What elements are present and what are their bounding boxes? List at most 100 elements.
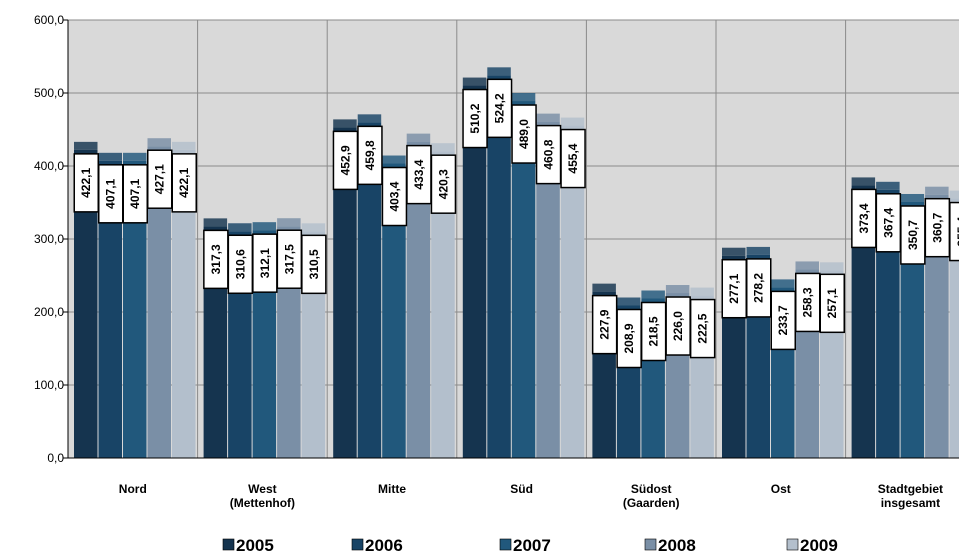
bar-top bbox=[252, 222, 277, 231]
bar-top bbox=[592, 283, 616, 292]
bar bbox=[949, 198, 959, 459]
bar bbox=[406, 141, 431, 459]
bar-top bbox=[357, 114, 382, 123]
bar bbox=[357, 122, 382, 458]
data-label-text: 407,1 bbox=[104, 178, 118, 208]
bar bbox=[925, 194, 949, 458]
data-label: 433,4 bbox=[406, 144, 432, 205]
bar-top bbox=[98, 152, 122, 161]
data-label: 427,1 bbox=[147, 149, 173, 209]
data-label-text: 317,5 bbox=[282, 244, 296, 274]
bar bbox=[431, 151, 455, 458]
x-tick-label: Stadtgebiet bbox=[878, 482, 943, 496]
bar-top bbox=[301, 223, 326, 232]
bar-top bbox=[382, 155, 406, 164]
bar-top bbox=[487, 67, 511, 76]
data-label-text: 278,2 bbox=[752, 273, 766, 303]
data-label: 422,1 bbox=[73, 153, 99, 213]
data-label: 227,9 bbox=[591, 294, 618, 355]
data-label-text: 422,1 bbox=[177, 168, 191, 198]
legend-item: 2005 bbox=[222, 536, 274, 553]
y-tick-label: 500,0 bbox=[34, 86, 64, 100]
bar-top bbox=[925, 186, 949, 195]
data-label-text: 373,4 bbox=[857, 203, 871, 233]
data-label-text: 360,7 bbox=[930, 212, 944, 242]
bar-top bbox=[851, 177, 876, 186]
data-label-text: 312,1 bbox=[258, 248, 272, 278]
data-label: 355,4 bbox=[949, 201, 959, 262]
bar bbox=[333, 127, 357, 459]
bar bbox=[147, 146, 171, 459]
bar-top bbox=[431, 143, 455, 152]
data-label-text: 420,3 bbox=[436, 169, 450, 199]
data-labels: 422,1 407,1 407,1 427,1 422,1 317,3 310,6 312,1… bbox=[73, 78, 959, 369]
data-label: 350,7 bbox=[900, 205, 926, 265]
data-label-text: 403,4 bbox=[387, 181, 401, 211]
legend-swatch bbox=[222, 538, 235, 551]
x-tick-label: (Gaarden) bbox=[623, 496, 680, 510]
legend-swatch bbox=[644, 538, 657, 551]
data-label-text: 222,5 bbox=[696, 313, 710, 343]
bar-top bbox=[616, 297, 641, 306]
bar-top bbox=[665, 285, 690, 294]
data-label-text: 459,8 bbox=[363, 140, 377, 170]
bar-top bbox=[820, 262, 844, 271]
data-label: 226,0 bbox=[665, 296, 691, 356]
x-tick-label: Ost bbox=[771, 482, 791, 496]
data-label-text: 226,0 bbox=[671, 311, 685, 341]
x-tick-label: Südost bbox=[631, 482, 672, 496]
bar-top bbox=[228, 223, 252, 232]
legend-item: 2008 bbox=[644, 536, 696, 553]
bar-top bbox=[511, 93, 536, 102]
data-label: 277,1 bbox=[721, 258, 747, 319]
data-label-text: 218,5 bbox=[647, 316, 661, 346]
data-label: 208,9 bbox=[616, 308, 642, 369]
data-label: 258,3 bbox=[795, 272, 821, 333]
legend: 2005 2006 2007 2008 2009 bbox=[222, 536, 838, 553]
data-label-text: 422,1 bbox=[79, 168, 93, 198]
data-label: 360,7 bbox=[924, 197, 951, 258]
data-label-text: 257,1 bbox=[825, 288, 839, 318]
bar bbox=[462, 85, 487, 458]
legend-label: 2008 bbox=[658, 536, 696, 553]
data-label-text: 208,9 bbox=[622, 323, 636, 353]
data-label: 407,1 bbox=[122, 164, 148, 224]
data-label: 489,0 bbox=[511, 104, 537, 164]
data-label: 452,9 bbox=[332, 130, 359, 191]
bar-top bbox=[900, 193, 925, 202]
bar bbox=[900, 201, 925, 458]
data-label: 422,1 bbox=[171, 153, 197, 213]
bar-top bbox=[746, 246, 770, 255]
y-tick-label: 0,0 bbox=[47, 451, 64, 465]
data-label-text: 227,9 bbox=[598, 309, 612, 339]
data-label: 455,4 bbox=[560, 128, 586, 189]
y-tick-label: 200,0 bbox=[34, 305, 64, 319]
data-label-text: 460,8 bbox=[542, 139, 556, 169]
bar bbox=[98, 160, 122, 458]
data-label: 524,2 bbox=[486, 78, 513, 139]
bar bbox=[172, 149, 196, 458]
data-label-text: 452,9 bbox=[338, 145, 352, 175]
bar bbox=[536, 121, 560, 458]
legend-swatch bbox=[786, 538, 799, 551]
y-tick-label: 100,0 bbox=[34, 378, 64, 392]
data-label-text: 427,1 bbox=[153, 164, 167, 194]
data-label-text: 350,7 bbox=[906, 220, 920, 250]
bar-top bbox=[536, 113, 560, 122]
y-tick-label: 600,0 bbox=[34, 13, 64, 27]
data-label-text: 317,3 bbox=[209, 244, 223, 274]
y-axis: 0,0 100,0 200,0 300,0 400,0 500,0 600,0 bbox=[34, 13, 69, 465]
legend-label: 2006 bbox=[365, 536, 403, 553]
bar-top bbox=[560, 117, 585, 126]
bar-top bbox=[74, 141, 98, 150]
data-label: 278,2 bbox=[746, 258, 772, 318]
legend-swatch bbox=[499, 538, 512, 551]
data-label: 310,5 bbox=[301, 234, 327, 295]
bar-top bbox=[406, 133, 431, 142]
data-label: 459,8 bbox=[357, 125, 383, 186]
bar-top bbox=[876, 181, 900, 190]
bar-top bbox=[277, 218, 301, 227]
bar-top bbox=[172, 141, 196, 150]
data-label: 317,5 bbox=[276, 229, 303, 289]
